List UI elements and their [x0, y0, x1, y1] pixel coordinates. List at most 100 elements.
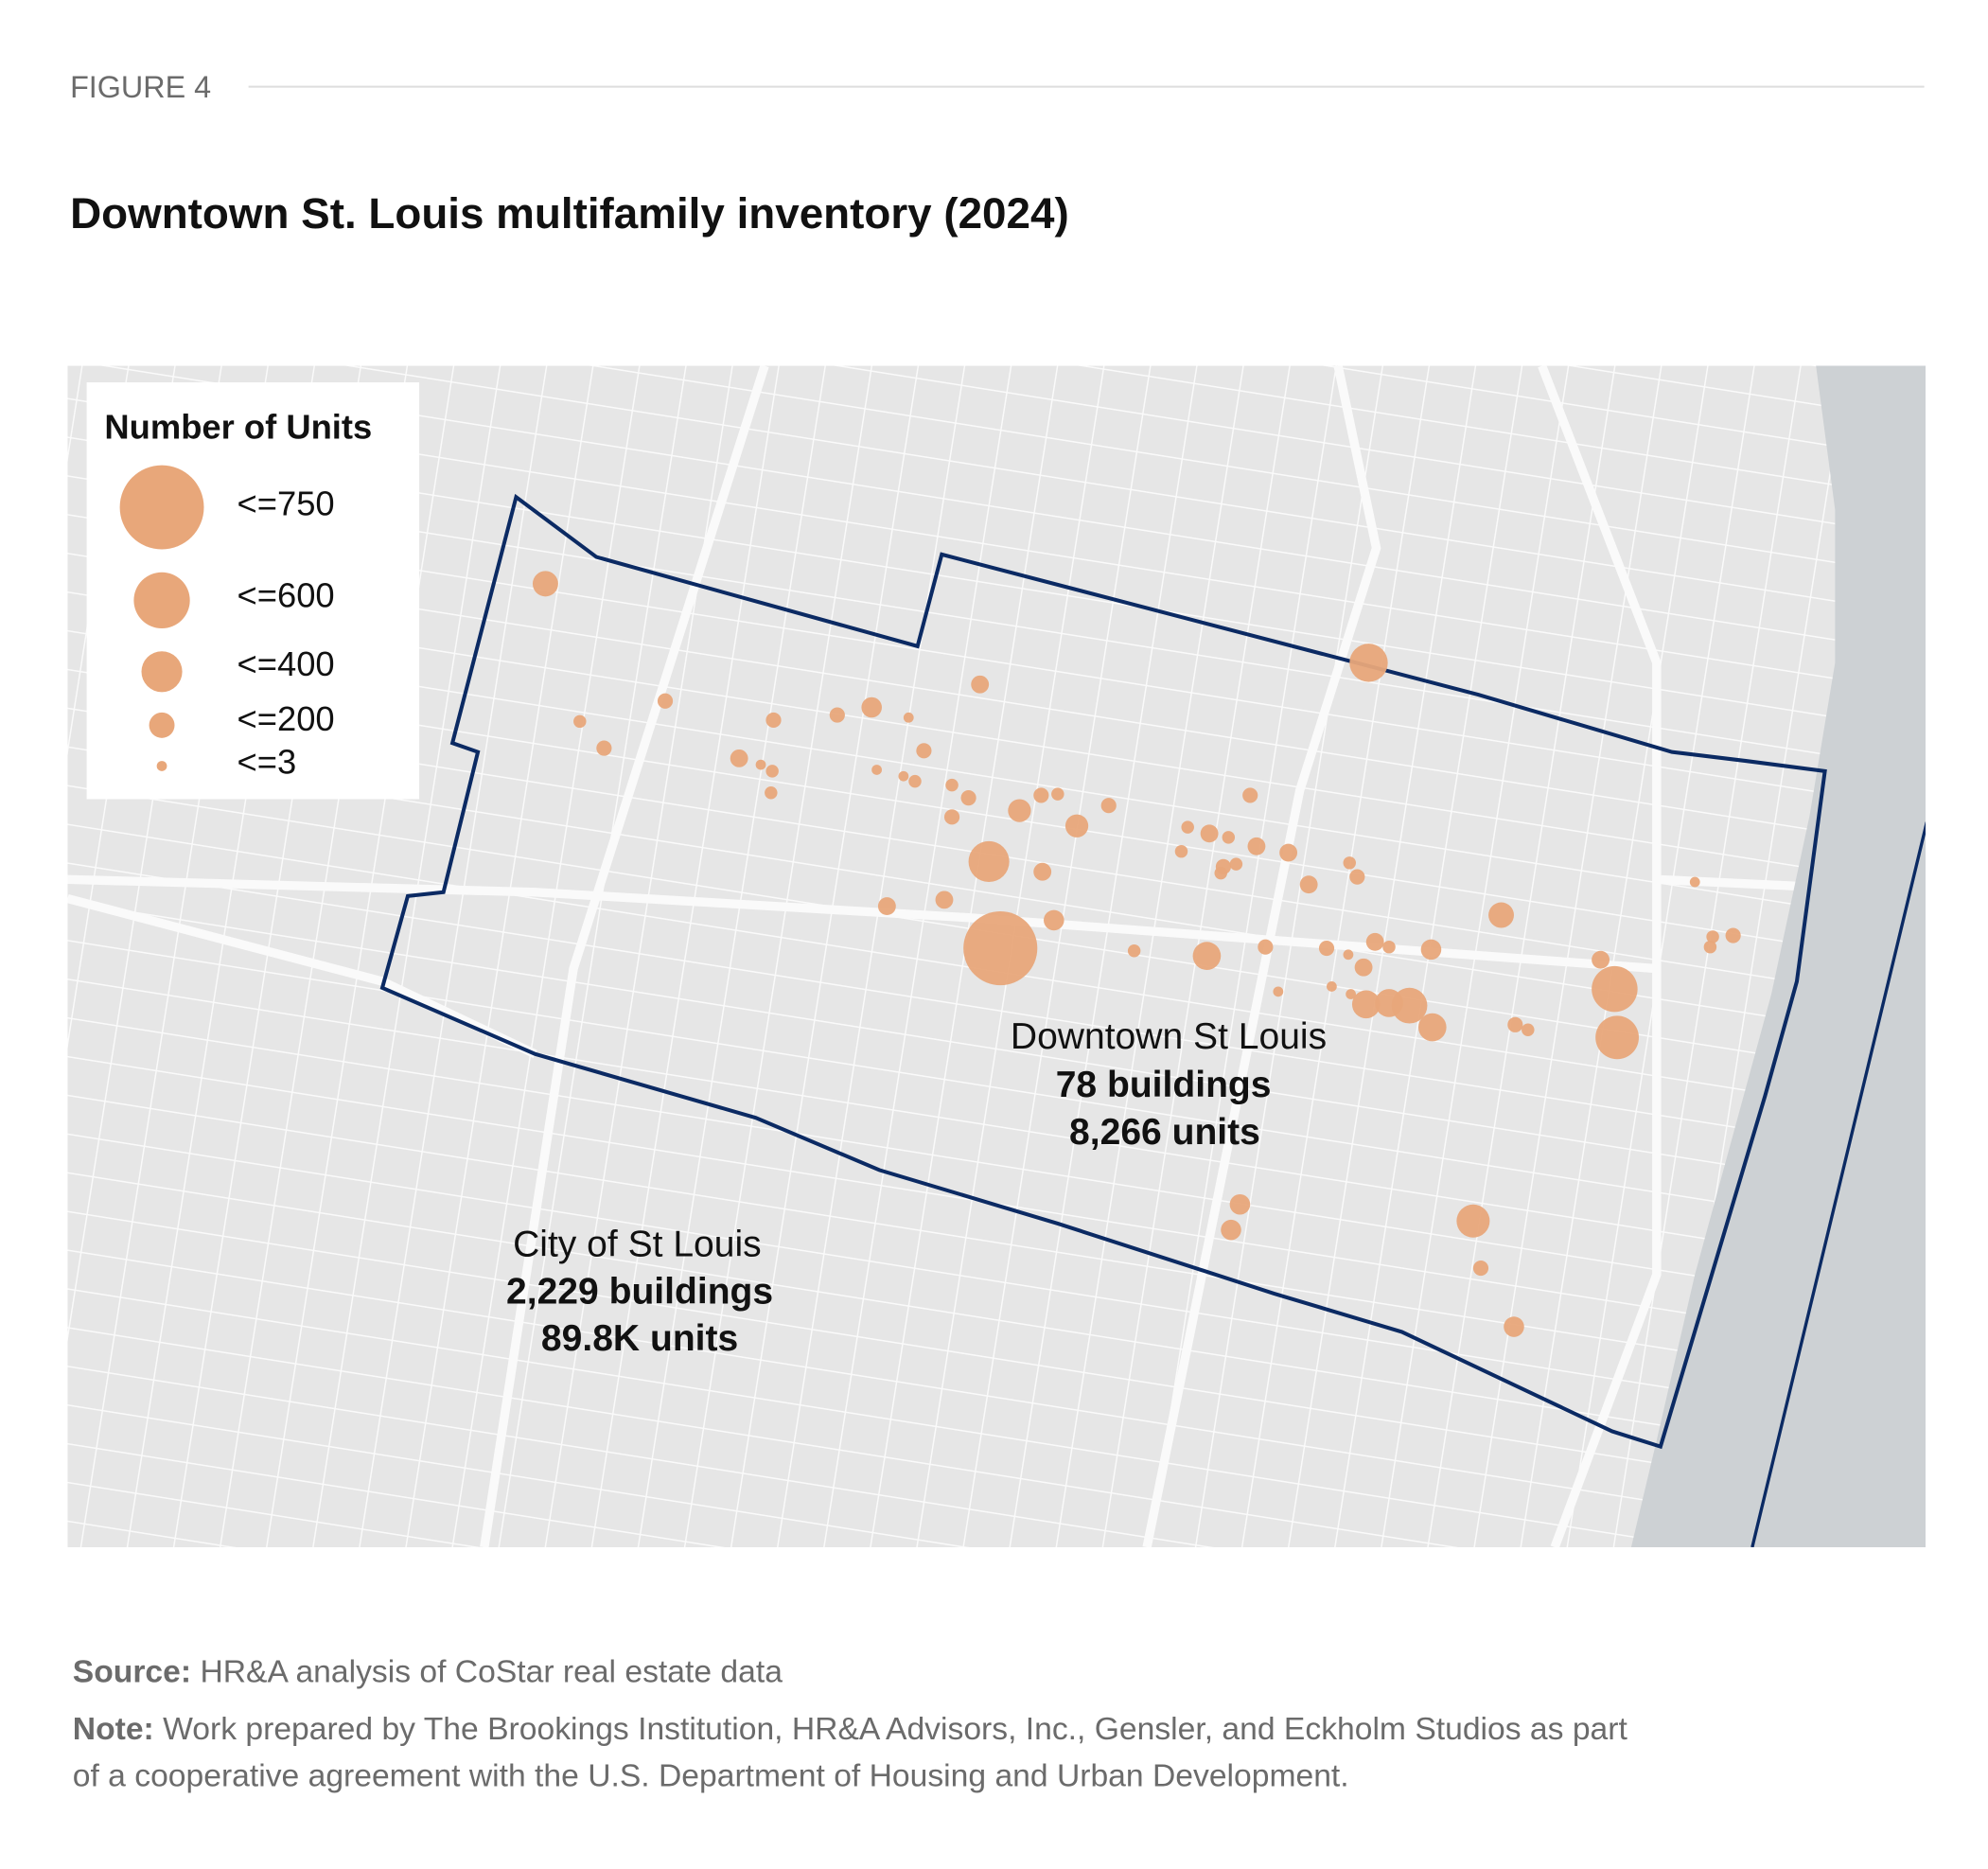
- building-dot: [1008, 799, 1031, 822]
- building-dot: [968, 840, 1010, 883]
- building-dot: [903, 712, 914, 723]
- building-dot: [877, 897, 896, 916]
- building-dot: [657, 693, 674, 709]
- building-dot: [1181, 820, 1194, 834]
- building-dot: [1200, 824, 1219, 843]
- legend-symbol: [156, 761, 167, 771]
- building-dot: [1044, 909, 1064, 931]
- building-dot: [1033, 787, 1049, 803]
- building-dot: [1214, 866, 1227, 880]
- note-label: Note:: [73, 1712, 154, 1747]
- building-dot: [1382, 940, 1396, 954]
- building-dot: [1318, 940, 1335, 957]
- building-dot: [1174, 844, 1188, 858]
- building-dot: [1391, 987, 1428, 1024]
- building-dot: [1351, 990, 1381, 1019]
- building-dot: [1420, 939, 1442, 961]
- legend-label: <=400: [238, 644, 335, 683]
- legend-symbol: [133, 572, 190, 628]
- building-dot: [573, 714, 587, 729]
- building-dot: [1242, 787, 1258, 803]
- legend-label: <=3: [238, 743, 297, 782]
- area-units: 8,266 units: [1069, 1112, 1260, 1153]
- building-dot: [1279, 843, 1298, 862]
- building-dot: [1127, 944, 1141, 958]
- building-dot: [1229, 857, 1243, 871]
- building-dot: [765, 712, 782, 729]
- building-dot: [943, 809, 960, 825]
- building-dot: [916, 743, 932, 759]
- building-dot: [935, 890, 954, 909]
- note-text: of a cooperative agreement with the U.S.…: [73, 1759, 1349, 1794]
- legend-label: <=200: [238, 699, 335, 738]
- source-text: HR&A analysis of CoStar real estate data: [200, 1654, 783, 1689]
- legend-symbol: [141, 651, 183, 693]
- building-dot: [1349, 644, 1388, 682]
- building-dot: [908, 774, 922, 788]
- building-dot: [1354, 958, 1373, 977]
- building-dot: [1343, 856, 1356, 870]
- area-name: Downtown St Louis: [1011, 1016, 1327, 1057]
- building-dot: [960, 790, 976, 806]
- note: Note: Work prepared by The Brookings Ins…: [73, 1712, 1628, 1747]
- building-dot: [1229, 1193, 1251, 1215]
- downtown-boundary: [379, 493, 1827, 1450]
- building-dot: [1247, 837, 1266, 855]
- building-dot: [755, 759, 766, 770]
- building-dot: [1343, 949, 1354, 961]
- building-dot: [1595, 1015, 1639, 1060]
- building-dot: [1299, 875, 1318, 894]
- building-dot: [730, 749, 748, 767]
- building-dot: [1349, 869, 1365, 885]
- legend-title: Number of Units: [104, 408, 372, 447]
- legend-symbol: [149, 712, 175, 738]
- building-dot: [1504, 1316, 1524, 1337]
- building-dot: [1703, 940, 1717, 954]
- building-dot: [1258, 939, 1274, 955]
- building-dot: [963, 910, 1038, 986]
- building-dot: [1592, 965, 1638, 1013]
- area-name: City of St Louis: [513, 1225, 762, 1265]
- source-label: Source:: [73, 1654, 191, 1689]
- building-dot: [532, 571, 558, 597]
- legend-label: <=600: [238, 575, 335, 614]
- building-dot: [765, 786, 778, 800]
- legend: Number of Units <=750 <=600 <=400 <=200 …: [86, 382, 420, 800]
- building-dot: [945, 778, 959, 792]
- area-buildings: 78 buildings: [1056, 1065, 1272, 1105]
- title: Downtown St. Louis multifamily inventory…: [70, 189, 1069, 238]
- building-dot: [1273, 986, 1284, 997]
- annotations: Downtown St Louis 78 buildings 8,266 uni…: [506, 1016, 1327, 1359]
- building-dot: [1051, 787, 1064, 801]
- legend-symbol: [119, 465, 204, 550]
- building-dot: [1346, 989, 1356, 999]
- building-dot: [1100, 798, 1117, 814]
- building-dot: [1592, 950, 1610, 969]
- building-dot: [1507, 1016, 1523, 1032]
- building-dot: [861, 696, 882, 718]
- building-dot: [1417, 1013, 1447, 1042]
- figure-label: FIGURE 4: [70, 70, 211, 104]
- note-text: Work prepared by The Brookings Instituti…: [163, 1712, 1627, 1747]
- building-dot: [971, 675, 990, 694]
- building-dot: [1472, 1261, 1489, 1277]
- building-dot: [1192, 942, 1222, 970]
- building-dot: [1221, 1219, 1241, 1241]
- source: Source: HR&A analysis of CoStar real est…: [73, 1654, 783, 1689]
- area-buildings: 2,229 buildings: [506, 1271, 773, 1312]
- river: [1630, 365, 1926, 1548]
- building-dot: [829, 707, 845, 723]
- building-dot: [1222, 831, 1236, 844]
- building-dot: [1327, 981, 1337, 992]
- state-boundary: [1750, 821, 1926, 1548]
- building-dot: [1064, 814, 1089, 838]
- building-dot: [1365, 932, 1384, 951]
- area-units: 89.8K units: [541, 1318, 738, 1359]
- building-dot: [898, 770, 909, 782]
- building-dot: [871, 765, 882, 775]
- building-dot: [1456, 1204, 1490, 1238]
- building-dot: [1725, 927, 1741, 943]
- building-dot: [596, 740, 612, 756]
